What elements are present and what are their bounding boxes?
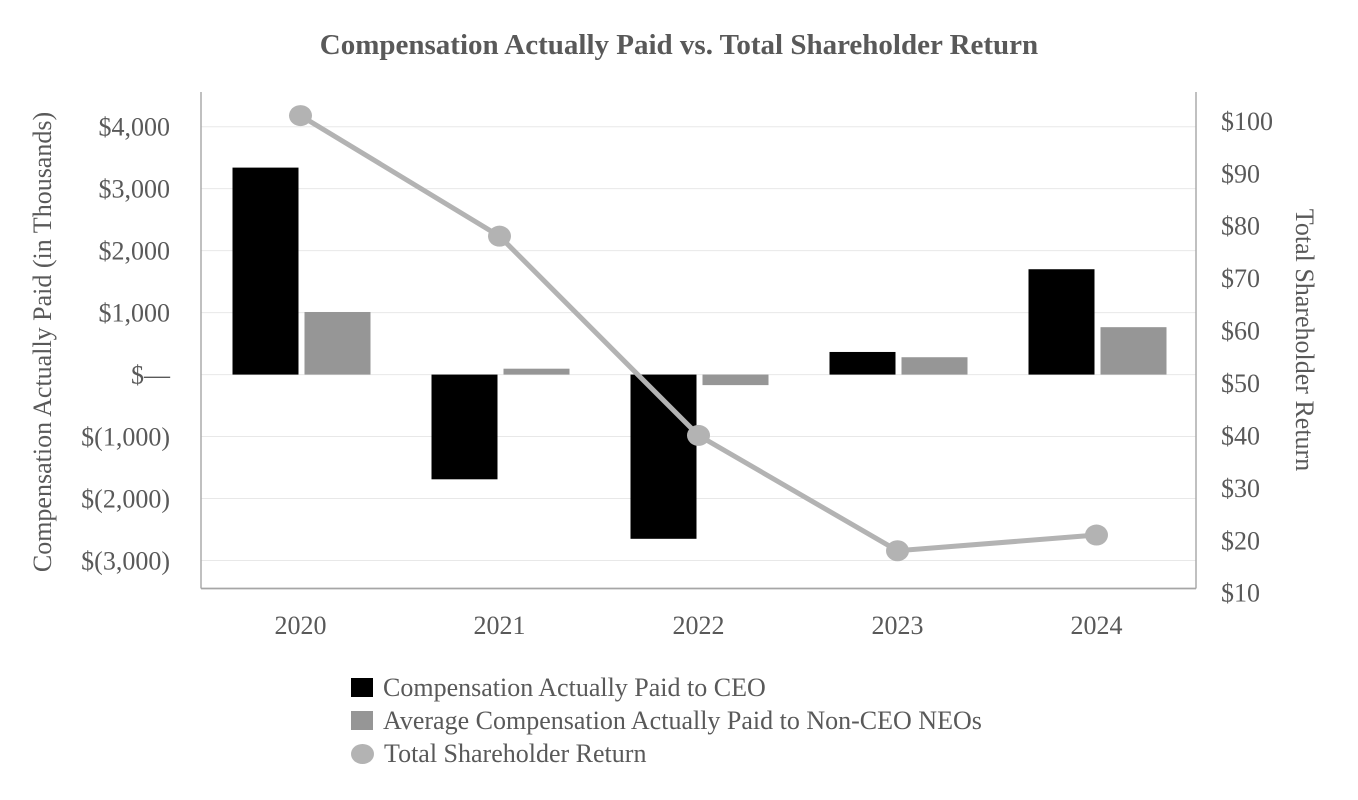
left-axis-tick-label: $(1,000) — [81, 423, 170, 452]
legend-item: Compensation Actually Paid to CEO — [351, 671, 982, 704]
bar-series2-2023 — [901, 357, 968, 375]
bar-series2-2022 — [702, 374, 769, 386]
right-axis-tick-label: $70 — [1221, 264, 1260, 293]
right-axis-tick-label: $60 — [1221, 317, 1260, 346]
left-axis-tick-label: $— — [131, 361, 171, 390]
bar-series1-2023 — [829, 351, 896, 375]
x-axis-category-label: 2023 — [872, 611, 924, 640]
x-axis-category-label: 2022 — [673, 611, 725, 640]
right-axis-tick-label: $100 — [1221, 107, 1273, 136]
x-axis-category-label: 2020 — [275, 611, 327, 640]
right-axis-tick-label: $80 — [1221, 212, 1260, 241]
chart-title: Compensation Actually Paid vs. Total Sha… — [319, 29, 1039, 61]
legend-circle-swatch-icon — [351, 743, 374, 764]
x-axis-category-label: 2021 — [474, 611, 526, 640]
x-axis-category-label: 2024 — [1071, 611, 1123, 640]
left-axis-tick-label: $(3,000) — [81, 546, 170, 575]
left-axis-tick-label: $4,000 — [99, 113, 171, 142]
legend-item: Average Compensation Actually Paid to No… — [351, 704, 982, 737]
right-axis-tick-label: $50 — [1221, 369, 1260, 398]
left-axis-tick-label: $3,000 — [99, 175, 171, 204]
tsr-line — [299, 113, 1097, 554]
tsr-marker-2023 — [886, 540, 909, 562]
legend-label: Compensation Actually Paid to CEO — [383, 672, 766, 702]
tsr-marker-2022 — [687, 424, 710, 446]
bar-series1-2020 — [232, 167, 299, 375]
bar-series1-2021 — [431, 374, 498, 480]
tsr-marker-2020 — [289, 105, 312, 127]
legend: Compensation Actually Paid to CEO Average… — [351, 671, 982, 770]
bar-series1-2024 — [1028, 269, 1095, 375]
bar-series2-2024 — [1100, 327, 1167, 375]
legend-item: Total Shareholder Return — [351, 737, 982, 770]
legend-square-swatch-icon — [351, 711, 373, 730]
legend-square-swatch-icon — [351, 678, 373, 697]
left-axis-tick-label: $2,000 — [99, 237, 171, 266]
legend-label: Total Shareholder Return — [384, 738, 647, 768]
bar-series2-2020 — [304, 311, 371, 375]
legend-label: Average Compensation Actually Paid to No… — [383, 705, 982, 735]
right-axis-tick-label: $30 — [1221, 474, 1260, 503]
left-axis-tick-label: $1,000 — [99, 299, 171, 328]
bar-series2-2021 — [503, 368, 570, 375]
right-axis-tick-label: $40 — [1221, 421, 1260, 450]
tsr-marker-2024 — [1085, 524, 1108, 546]
left-axis-tick-label: $(2,000) — [81, 485, 170, 514]
right-axis-tick-label: $10 — [1221, 579, 1260, 608]
right-axis-tick-label: $90 — [1221, 159, 1260, 188]
right-axis-tick-label: $20 — [1221, 526, 1260, 555]
tsr-marker-2021 — [488, 225, 511, 247]
